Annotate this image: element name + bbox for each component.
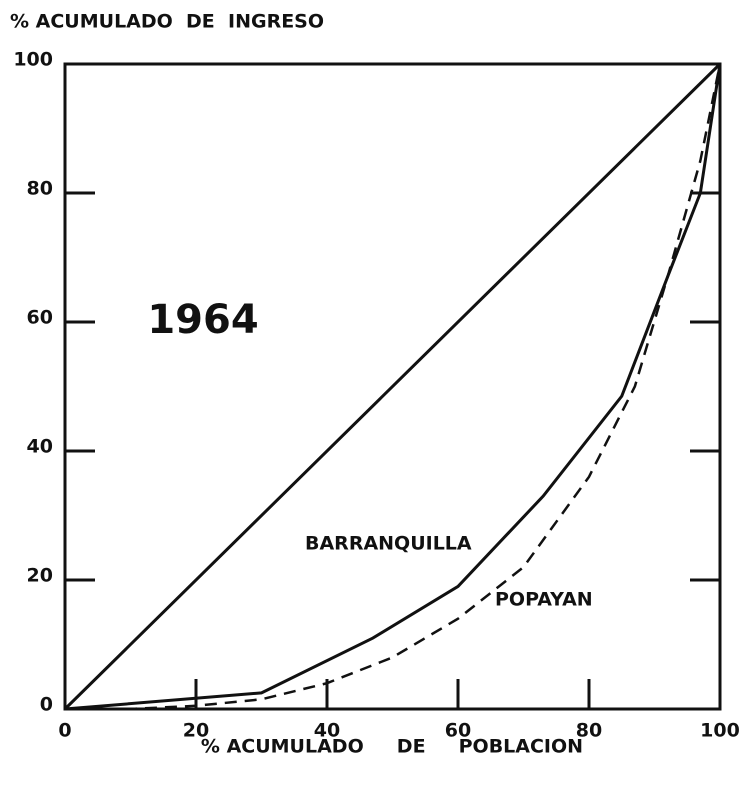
chart-title: % ACUMULADO DE INGRESO: [10, 11, 324, 33]
y-tick-label: 80: [27, 178, 53, 200]
y-tick-label: 0: [40, 694, 53, 716]
x-tick-label: 100: [700, 720, 740, 742]
x-tick-label: 40: [314, 720, 340, 742]
series-label: POPAYAN: [495, 589, 593, 611]
x-tick-label: 0: [58, 720, 71, 742]
x-axis-label: % ACUMULADO DE POBLACION: [201, 736, 583, 758]
y-tick-label: 20: [27, 565, 53, 587]
annotation: 1964: [147, 297, 258, 343]
y-tick-label: 60: [27, 307, 53, 329]
x-tick-label: 80: [576, 720, 602, 742]
y-tick-label: 100: [13, 49, 53, 71]
x-tick-label: 60: [445, 720, 471, 742]
line: [65, 63, 722, 711]
line: [64, 63, 722, 711]
line: [63, 62, 722, 711]
y-tick-label: 40: [27, 436, 53, 458]
plot-frame: [63, 62, 722, 711]
series-label: BARRANQUILLA: [305, 533, 472, 555]
x-tick-label: 20: [183, 720, 209, 742]
